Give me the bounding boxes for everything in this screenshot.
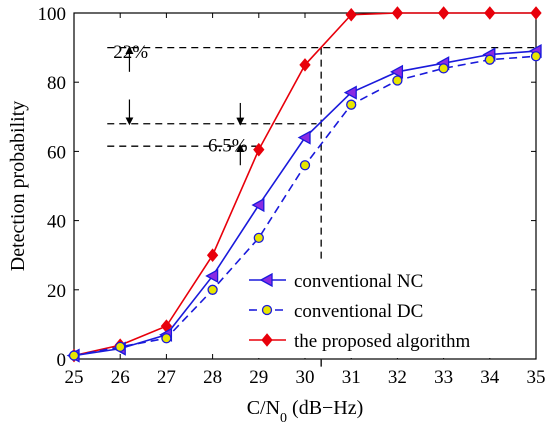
data-point	[161, 333, 172, 344]
x-tick-label: 31	[342, 367, 361, 388]
annotation-6-5-percent: 6.5%	[208, 135, 248, 156]
data-point	[346, 99, 357, 110]
legend-label: conventional NC	[294, 271, 423, 292]
data-point	[484, 54, 495, 65]
data-point	[390, 64, 404, 79]
y-tick-label: 80	[47, 73, 66, 94]
data-point	[392, 75, 403, 86]
data-point	[299, 160, 311, 171]
data-point	[253, 232, 264, 244]
data-point	[68, 350, 80, 361]
data-point	[253, 142, 265, 157]
data-point	[206, 248, 219, 262]
data-point	[437, 6, 450, 20]
annotation-22-percent: 22%	[113, 42, 148, 63]
data-point	[205, 268, 219, 284]
data-point	[345, 7, 357, 22]
data-point	[343, 85, 357, 100]
legend-marker	[259, 272, 273, 288]
data-point	[391, 6, 404, 20]
y-tick-label: 60	[47, 142, 66, 163]
data-point	[207, 284, 218, 295]
x-tick-label: 29	[249, 367, 268, 388]
data-point	[530, 6, 542, 20]
x-tick-label: 26	[111, 367, 130, 388]
data-point	[115, 341, 126, 353]
x-tick-label: 30	[296, 367, 315, 388]
y-tick-label: 0	[57, 350, 67, 371]
y-tick-label: 40	[47, 212, 66, 233]
series-conventional-dc	[68, 51, 542, 361]
x-tick-label: 35	[527, 367, 546, 388]
data-point	[299, 58, 311, 72]
y-tick-label: 100	[38, 4, 67, 25]
legend-label: conventional DC	[294, 301, 423, 322]
x-tick-label: 32	[388, 367, 407, 388]
y-tick-label: 20	[47, 281, 66, 302]
data-point	[484, 6, 496, 20]
x-tick-label: 34	[480, 367, 500, 388]
data-point	[530, 51, 542, 62]
legend-marker	[261, 333, 273, 347]
data-point	[297, 130, 311, 145]
x-tick-label: 25	[65, 367, 84, 388]
legend-box	[246, 263, 512, 358]
x-axis-label: C/N0 (dB−Hz)	[247, 397, 364, 426]
y-axis-label: Detection probability	[7, 101, 29, 272]
data-point	[438, 63, 449, 74]
legend-marker	[261, 304, 273, 316]
x-tick-label: 33	[434, 367, 453, 388]
legend: conventional NC conventional DC the propos…	[246, 263, 512, 358]
legend-label: the proposed algorithm	[294, 331, 470, 352]
x-tick-label: 28	[203, 367, 222, 388]
x-tick-label: 27	[157, 367, 176, 388]
data-point	[251, 197, 265, 213]
